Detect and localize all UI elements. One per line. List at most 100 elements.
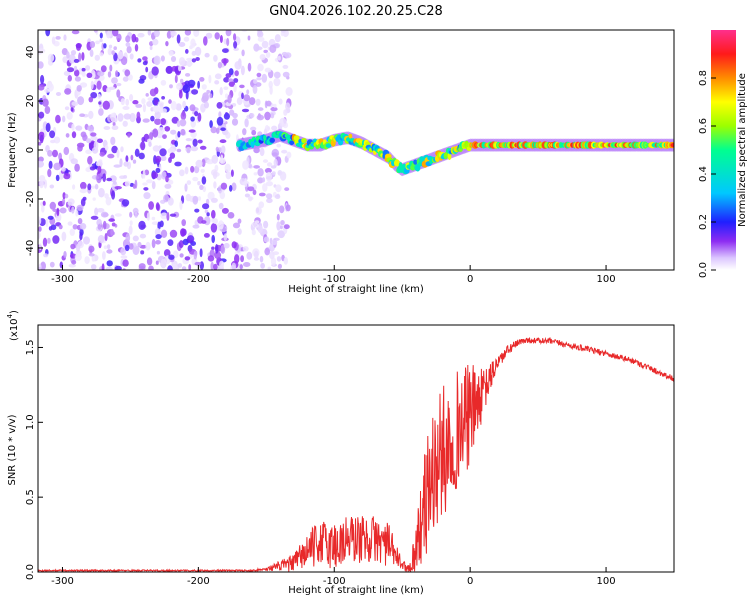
- noise-blob: [43, 253, 49, 258]
- noise-blob: [221, 207, 229, 214]
- noise-blob: [123, 175, 128, 179]
- noise-blob: [266, 162, 273, 167]
- noise-blob: [270, 113, 275, 119]
- noise-blob: [55, 36, 61, 40]
- snr-multiplier: (x104): [6, 310, 20, 341]
- noise-blob: [241, 92, 244, 100]
- noise-blob: [277, 230, 286, 239]
- noise-blob: [170, 129, 177, 135]
- signal-cell: [394, 159, 400, 167]
- noise-blob: [169, 84, 173, 89]
- noise-blob: [38, 156, 44, 162]
- noise-blob: [74, 69, 80, 77]
- noise-blob: [169, 229, 178, 238]
- noise-blob: [46, 83, 54, 92]
- noise-blob: [213, 263, 218, 270]
- noise-blob: [134, 148, 140, 157]
- noise-blob: [257, 63, 264, 72]
- noise-blob: [47, 150, 53, 157]
- noise-blob: [262, 183, 268, 192]
- noise-blob: [119, 158, 123, 168]
- noise-blob: [160, 55, 165, 62]
- noise-blob: [146, 212, 150, 221]
- noise-blob: [219, 35, 223, 43]
- noise-blob: [186, 61, 193, 67]
- noise-blob: [244, 177, 248, 188]
- noise-blob: [80, 181, 87, 190]
- noise-blob: [105, 266, 113, 270]
- noise-blob: [211, 246, 215, 250]
- noise-blob: [104, 233, 108, 241]
- noise-blob: [45, 122, 51, 133]
- noise-blob: [97, 138, 103, 144]
- noise-blob: [174, 161, 182, 167]
- spectrogram-x-axis: -300 -200 -100 0 100: [51, 265, 616, 285]
- x-tick-label: -300: [51, 274, 74, 285]
- noise-blob: [142, 103, 146, 113]
- noise-blob: [265, 171, 272, 182]
- noise-blob: [201, 158, 206, 168]
- noise-blob: [65, 133, 70, 138]
- noise-blob: [163, 194, 170, 203]
- noise-blob: [178, 57, 186, 66]
- colorbar-tick-label: 0.0: [698, 262, 709, 278]
- noise-blob: [138, 78, 145, 84]
- noise-blob: [197, 181, 201, 186]
- noise-blob: [187, 79, 196, 87]
- noise-blob: [102, 220, 107, 230]
- noise-blob: [144, 169, 150, 176]
- noise-blob: [142, 60, 148, 66]
- noise-blob: [38, 61, 44, 69]
- noise-blob: [231, 262, 237, 270]
- noise-blob: [62, 115, 66, 123]
- noise-blob: [225, 30, 232, 37]
- noise-blob: [244, 193, 250, 198]
- noise-blob: [216, 127, 220, 134]
- noise-blob: [232, 112, 238, 119]
- snr-frame: [37, 324, 675, 573]
- noise-blob: [55, 114, 61, 124]
- noise-blob: [159, 220, 164, 228]
- noise-blob: [276, 256, 282, 262]
- noise-blob: [87, 125, 95, 132]
- spectrogram-y-axis: -40 -20 0 20 40: [25, 46, 43, 256]
- noise-blob: [192, 138, 198, 147]
- noise-blob: [58, 224, 63, 230]
- noise-blob: [273, 77, 281, 87]
- noise-blob: [125, 98, 130, 106]
- noise-blob: [91, 185, 95, 189]
- noise-blob: [264, 111, 271, 121]
- noise-blob: [38, 141, 42, 146]
- noise-blob: [103, 245, 108, 250]
- noise-blob: [171, 263, 178, 270]
- noise-blob: [231, 118, 239, 126]
- noise-blob: [97, 165, 102, 174]
- noise-blob: [142, 56, 148, 61]
- noise-blob: [194, 261, 202, 266]
- noise-blob: [211, 154, 219, 164]
- noise-blob: [88, 245, 95, 253]
- noise-blob: [169, 213, 177, 217]
- noise-blob: [263, 220, 269, 229]
- noise-blob: [190, 38, 196, 48]
- noise-blob: [210, 223, 218, 233]
- noise-blob: [124, 180, 131, 187]
- noise-blob: [110, 136, 116, 146]
- noise-blob: [255, 206, 262, 215]
- noise-blob: [277, 55, 281, 61]
- noise-blob: [285, 87, 293, 96]
- noise-blob: [279, 171, 287, 181]
- noise-blob: [189, 104, 196, 112]
- noise-blob: [201, 84, 207, 90]
- noise-blob: [59, 207, 67, 214]
- snr-y-axis: 0.0 0.5 1.0 1.5: [25, 340, 43, 580]
- noise-blob: [143, 192, 151, 200]
- noise-blob: [96, 80, 102, 90]
- noise-blob: [227, 212, 235, 219]
- noise-blob: [252, 189, 257, 196]
- noise-blob: [148, 132, 154, 141]
- noise-blob: [107, 153, 115, 159]
- noise-blob: [209, 93, 213, 99]
- noise-blob: [227, 94, 232, 104]
- noise-blob: [107, 47, 113, 56]
